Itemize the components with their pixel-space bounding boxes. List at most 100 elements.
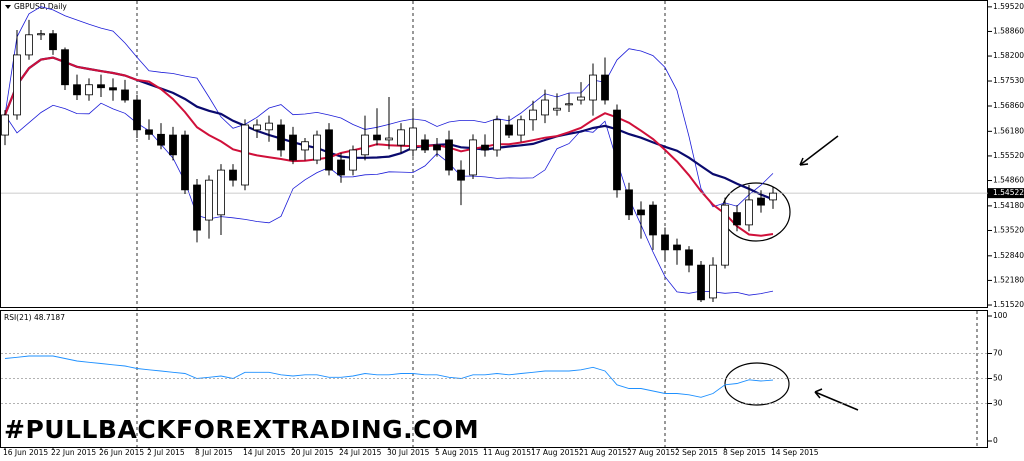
y-tick-label: 1.51520 [993, 300, 1024, 309]
candle-body [577, 96, 585, 101]
candle-body [25, 34, 33, 56]
y-tick-label: 1.52180 [993, 275, 1024, 284]
candle-body [505, 124, 513, 136]
candle-body [121, 89, 129, 101]
candle-body [589, 74, 597, 101]
y-tick-label: 1.52840 [993, 251, 1024, 260]
period-separators [136, 1, 978, 447]
candle-body [769, 192, 777, 201]
rsi-label: RSI(21) 48.7187 [4, 313, 65, 322]
x-tick-label: 16 Jun 2015 [3, 448, 48, 457]
candle-body [37, 33, 45, 36]
x-tick-label: 14 Sep 2015 [771, 448, 819, 457]
x-tick-label: 17 Aug 2015 [531, 448, 579, 457]
candle-body [565, 103, 573, 106]
candle-body [721, 204, 729, 266]
candle-body [181, 134, 189, 191]
y-tick-label: 1.57530 [993, 76, 1024, 85]
x-tick-label: 8 Jul 2015 [195, 448, 233, 457]
candle-body [421, 139, 429, 151]
candle-body [157, 133, 165, 146]
candle-body [373, 134, 381, 141]
candle-body [469, 139, 477, 176]
candle-body [733, 212, 741, 226]
y2-tick-label: 100 [993, 311, 1008, 320]
candle-body [409, 127, 417, 151]
candle-body [661, 234, 669, 251]
candle-body [541, 99, 549, 116]
x-tick-label: 26 Jun 2015 [99, 448, 144, 457]
candle-body [229, 169, 237, 181]
y-tick-label: 1.58860 [993, 26, 1024, 35]
candle-body [517, 119, 525, 136]
candle-body [241, 124, 249, 186]
y-tick-label: 1.55520 [993, 151, 1024, 160]
candle-body [253, 124, 261, 131]
candle-body [457, 169, 465, 181]
candle-body [325, 129, 333, 171]
arrows [799, 135, 859, 411]
candle-body [709, 264, 717, 299]
watermark: #PULLBACKFOREXTRADING.COM [4, 415, 479, 444]
x-tick-label: 8 Sep 2015 [723, 448, 766, 457]
candle-body [205, 179, 213, 221]
candle-body [85, 84, 93, 96]
y-tick-label: 1.53520 [993, 225, 1024, 234]
candle-body [493, 119, 501, 151]
x-tick-label: 30 Jul 2015 [387, 448, 430, 457]
candle-body [73, 84, 81, 96]
y2-tick-label: 0 [993, 436, 998, 445]
x-tick-label: 2 Jul 2015 [147, 448, 185, 457]
candle-body [145, 129, 153, 135]
x-tick-label: 2 Sep 2015 [675, 448, 718, 457]
x-tick-label: 14 Jul 2015 [243, 448, 286, 457]
candle-body [49, 33, 57, 51]
candle-body [61, 49, 69, 86]
current-price-tag [988, 188, 1024, 199]
y-tick-label: 1.54180 [993, 201, 1024, 210]
candle-body [301, 141, 309, 151]
candle-body [673, 244, 681, 251]
highlight-circle [724, 362, 790, 406]
candle-body [349, 149, 357, 171]
price-pane [0, 0, 988, 308]
candle-body [289, 134, 297, 161]
bollinger-lower [4, 102, 774, 296]
y-tick-label: 1.58200 [993, 51, 1024, 60]
candle-body [553, 107, 561, 111]
candle-body [397, 129, 405, 146]
candle-body [169, 134, 177, 156]
x-tick-label: 21 Aug 2015 [579, 448, 627, 457]
y2-tick-label: 30 [993, 399, 1003, 408]
candle-body [433, 144, 441, 151]
y-tick-label: 1.56860 [993, 101, 1024, 110]
candle-body [529, 109, 537, 121]
candle-body [481, 144, 489, 151]
x-tick-label: 24 Jul 2015 [339, 448, 382, 457]
candle-body [265, 122, 273, 131]
y2-tick-label: 50 [993, 374, 1003, 383]
candle-body [13, 54, 21, 116]
candle-body [97, 84, 105, 89]
candle-body [193, 184, 201, 231]
current-price-label: 1.54522 [993, 188, 1024, 197]
y-tick-label: 1.56180 [993, 126, 1024, 135]
x-tick-label: 11 Aug 2015 [483, 448, 531, 457]
x-tick-label: 27 Aug 2015 [627, 448, 675, 457]
candle-body [109, 87, 117, 91]
y-tick-label: 1.59520 [993, 2, 1024, 11]
x-tick-label: 5 Aug 2015 [435, 448, 478, 457]
candle-body [133, 99, 141, 131]
rsi-line [4, 355, 774, 398]
x-tick-label: 22 Jun 2015 [51, 448, 96, 457]
candle-body [649, 204, 657, 236]
candle-body [1, 114, 9, 136]
candle-body [697, 264, 705, 301]
candle-body [337, 159, 345, 176]
candle-body [277, 124, 285, 151]
x-tick-label: 20 Jul 2015 [291, 448, 334, 457]
candle-body [445, 139, 453, 171]
rsi-pane [0, 310, 988, 448]
y-tick-label: 1.54860 [993, 176, 1024, 185]
